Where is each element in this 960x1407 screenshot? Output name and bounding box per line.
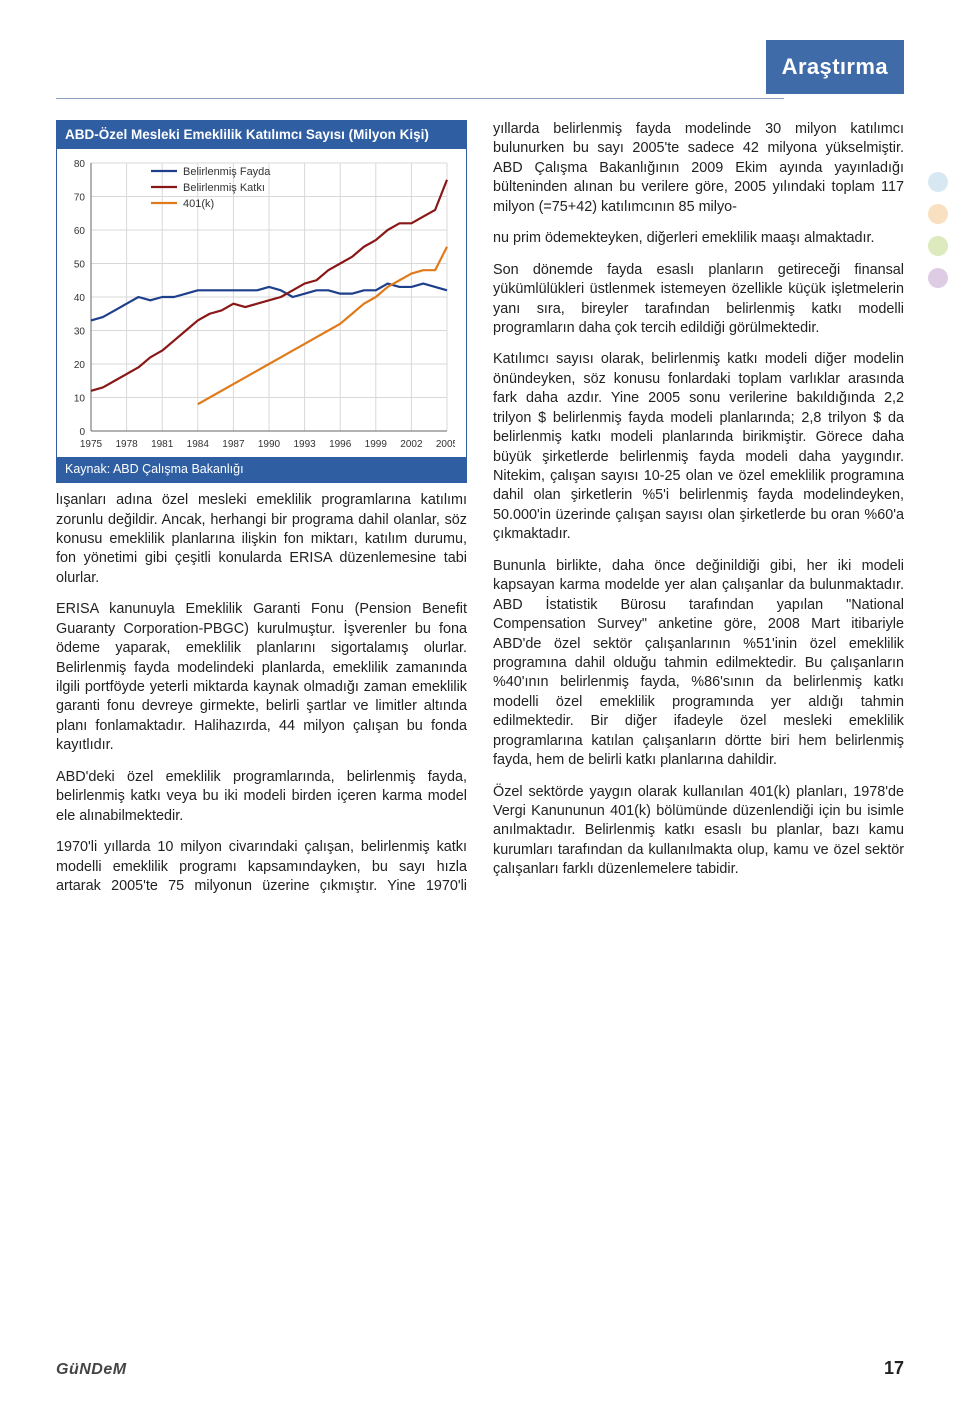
svg-text:1996: 1996 [329, 439, 352, 450]
header-rule [56, 98, 784, 99]
svg-text:0: 0 [79, 427, 85, 438]
article-columns: ABD-Özel Mesleki Emeklilik Katılımcı Say… [56, 120, 904, 896]
svg-text:1978: 1978 [115, 439, 138, 450]
svg-text:1981: 1981 [151, 439, 174, 450]
svg-text:2005: 2005 [436, 439, 455, 450]
svg-text:80: 80 [74, 159, 86, 170]
svg-text:1975: 1975 [80, 439, 103, 450]
svg-text:30: 30 [74, 327, 86, 338]
body-paragraph: nu prim ödemekteyken, diğerleri emeklili… [493, 229, 904, 248]
page-header: Araştırma [56, 40, 904, 102]
page-number: 17 [884, 1358, 904, 1379]
svg-text:Belirlenmiş Katkı: Belirlenmiş Katkı [183, 182, 265, 194]
chart-plot-area: 0 10 20 30 40 50 60 70 80 1975 1978 1981 1984 1987 199… [57, 149, 466, 457]
section-tag: Araştırma [766, 40, 904, 94]
svg-text:1999: 1999 [365, 439, 388, 450]
svg-text:1990: 1990 [258, 439, 281, 450]
chart-title: ABD-Özel Mesleki Emeklilik Katılımcı Say… [57, 121, 466, 149]
page-footer: GüNDeM 17 [56, 1358, 904, 1379]
svg-text:1984: 1984 [187, 439, 210, 450]
svg-text:2002: 2002 [400, 439, 423, 450]
body-paragraph: Bununla birlikte, daha önce değinildiği … [493, 557, 904, 771]
chart-card: ABD-Özel Mesleki Emeklilik Katılımcı Say… [56, 120, 467, 483]
chart-source: Kaynak: ABD Çalışma Bakanlığı [57, 457, 466, 482]
svg-text:20: 20 [74, 360, 86, 371]
svg-text:40: 40 [74, 293, 86, 304]
side-ornament-dots [928, 160, 948, 300]
svg-text:1993: 1993 [293, 439, 316, 450]
chart-svg: 0 10 20 30 40 50 60 70 80 1975 1978 1981 1984 1987 199… [57, 155, 455, 455]
svg-text:70: 70 [74, 193, 86, 204]
body-paragraph: ABD'deki özel emeklilik programlarında, … [56, 768, 467, 826]
body-paragraph: ERISA kanunuyla Emeklilik Garanti Fonu (… [56, 600, 467, 756]
svg-text:50: 50 [74, 260, 86, 271]
svg-text:401(k): 401(k) [183, 198, 214, 210]
body-paragraph: Özel sektörde yaygın olarak kullanılan 4… [493, 783, 904, 880]
svg-text:10: 10 [74, 394, 86, 405]
svg-text:Belirlenmiş Fayda: Belirlenmiş Fayda [183, 166, 271, 178]
body-paragraph: Son dönemde fayda esaslı planların getir… [493, 261, 904, 339]
svg-text:1987: 1987 [222, 439, 245, 450]
body-paragraph: lışanları adına özel mesleki emeklilik p… [56, 491, 467, 588]
svg-text:60: 60 [74, 226, 86, 237]
publication-name: GüNDeM [56, 1361, 127, 1379]
body-paragraph: Katılımcı sayısı olarak, belirlenmiş kat… [493, 350, 904, 544]
